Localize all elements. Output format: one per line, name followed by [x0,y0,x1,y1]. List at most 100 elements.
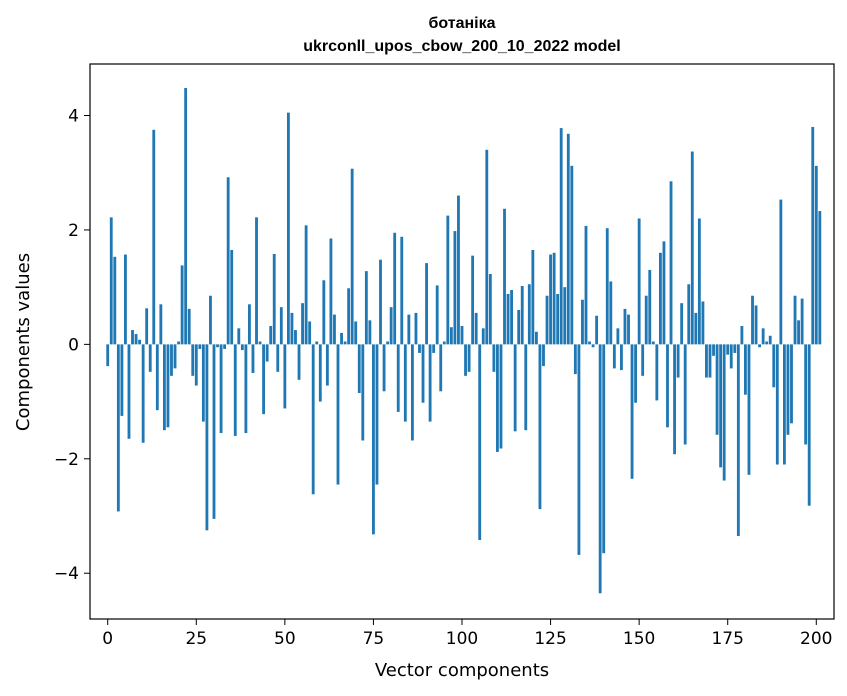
bar-component-27 [201,344,205,422]
bar-component-101 [464,344,467,376]
bar-component-192 [786,344,790,435]
bar-component-198 [807,344,811,506]
bar-component-40 [248,304,251,345]
bar-component-54 [297,344,301,380]
bar-component-133 [577,344,581,555]
bar-component-188 [772,344,776,388]
y-axis-ticks: −4 −2 0 2 4 [54,106,90,584]
x-tick-label: 75 [363,629,385,649]
bar-component-114 [510,290,514,345]
bar-series [106,88,822,594]
bar-component-68 [347,288,351,345]
bar-component-197 [804,344,808,445]
bar-component-90 [425,263,428,345]
bar-component-126 [552,252,556,345]
bar-component-189 [775,344,779,465]
bar-component-164 [687,284,691,345]
bar-component-11 [145,308,149,345]
x-axis-label: Vector components [375,660,549,681]
bar-component-84 [403,344,407,422]
bar-component-187 [768,335,772,345]
bar-component-86 [410,344,414,441]
bar-component-123 [542,344,545,367]
bar-component-105 [478,344,482,541]
bar-component-59 [315,341,319,345]
bar-component-14 [155,344,159,411]
x-tick-label: 100 [446,629,478,649]
bar-component-110 [496,344,499,452]
bar-component-116 [517,310,521,345]
bar-component-122 [538,344,542,510]
bar-component-48 [276,344,280,372]
bar-component-81 [393,232,397,345]
bar-component-4 [120,344,124,416]
bar-component-144 [616,328,620,345]
y-tick-label: 0 [68,335,79,355]
bar-component-139 [598,344,602,594]
bar-component-107 [485,149,489,345]
bar-component-168 [701,301,705,345]
bar-component-72 [361,344,365,441]
bar-component-154 [651,341,655,345]
bar-component-152 [644,295,648,345]
bar-component-151 [641,344,645,376]
bar-component-46 [269,326,273,345]
y-tick-label: 4 [68,106,79,126]
bar-component-136 [588,341,591,345]
bar-component-78 [382,344,386,392]
y-tick-label: −4 [54,564,79,584]
bar-component-7 [131,330,134,345]
bar-component-95 [442,341,446,345]
bar-component-158 [666,344,669,428]
bar-component-93 [435,285,439,345]
bar-component-29 [209,295,212,345]
bar-component-195 [797,320,800,345]
bar-component-102 [467,344,471,372]
x-tick-label: 50 [274,629,296,649]
bar-component-55 [301,303,304,345]
bar-component-34 [226,177,230,345]
bar-component-128 [559,128,563,345]
bar-component-0 [106,344,110,367]
bar-component-24 [191,344,195,376]
bar-component-47 [272,253,276,345]
bar-component-56 [304,225,308,345]
bar-component-147 [627,314,630,345]
bar-component-76 [375,344,379,485]
bar-component-178 [736,344,740,537]
bar-component-85 [407,314,411,345]
bar-component-104 [474,312,478,345]
chart-title-line-1: ботаніка [428,15,495,32]
bar-component-58 [311,344,315,495]
bar-component-87 [414,312,418,345]
bar-component-106 [481,328,485,345]
bar-component-112 [503,208,506,345]
bar-component-167 [697,218,701,345]
bar-component-193 [790,344,793,424]
bar-component-39 [244,344,248,434]
y-tick-label: −2 [54,450,79,470]
bar-component-37 [237,328,241,345]
bar-component-109 [492,344,496,372]
chart-title-line-2: ukrconll_upos_cbow_200_10_2022 model [303,38,620,55]
bar-component-6 [127,344,131,439]
bar-component-74 [368,320,372,345]
bar-component-134 [581,299,584,345]
bar-component-169 [705,344,708,378]
bar-component-38 [240,344,244,351]
bar-component-57 [308,321,312,345]
bar-component-140 [602,344,606,554]
bar-component-190 [779,199,783,345]
bar-component-64 [333,314,336,345]
bar-component-161 [676,344,680,378]
bar-component-120 [531,249,535,345]
bar-component-156 [658,252,662,345]
bar-component-160 [673,344,676,455]
bar-component-145 [620,344,623,371]
bar-component-33 [223,344,227,349]
bar-component-99 [457,195,460,345]
bar-component-125 [549,254,552,345]
bar-component-71 [357,344,361,393]
bar-component-199 [811,126,815,345]
bar-component-142 [609,281,613,345]
